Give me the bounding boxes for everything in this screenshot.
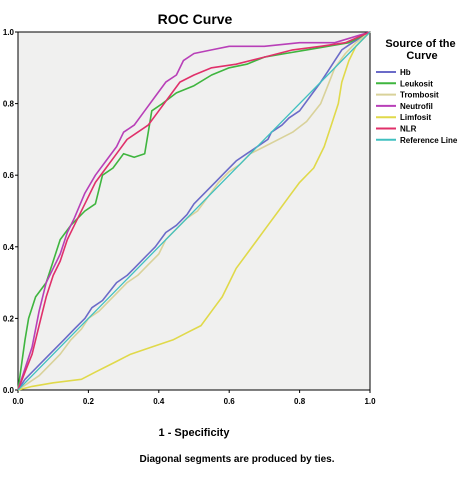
series-line-limfosit [17, 31, 371, 391]
x-tick-label: 0.2 [83, 397, 95, 406]
legend-title-line-1: Source of the [385, 38, 455, 50]
series-line-reference-line [17, 31, 371, 391]
y-tick-label: 0.8 [3, 100, 15, 109]
x-axis-label: 1 - Specificity [159, 427, 231, 439]
y-axis: 0.0 0.2 0.4 0.6 0.8 1.0 [3, 28, 18, 395]
legend-label-hb: Hb [400, 68, 411, 77]
x-tick-label: 0.0 [12, 397, 24, 406]
series-line-neutrofil [17, 31, 371, 391]
footnote: Diagonal segments are produced by ties. [139, 454, 334, 465]
x-axis: 0.0 0.2 0.4 0.6 0.8 1.0 [12, 390, 376, 406]
legend-label-limfosit: Limfosit [400, 113, 431, 122]
y-tick-label: 1.0 [3, 28, 15, 37]
x-tick-label: 0.8 [294, 397, 306, 406]
y-tick-label: 0.6 [3, 171, 15, 180]
legend: Source of the Curve Hb Leukosit Trombosit N… [376, 38, 458, 145]
legend-label-reference-line: Reference Line [400, 136, 458, 145]
legend-title: Source of the Curve [385, 38, 458, 62]
x-tick-label: 1.0 [364, 397, 376, 406]
legend-label-neutrofil: Neutrofil [400, 102, 433, 111]
x-tick-label: 0.4 [153, 397, 165, 406]
series-layer [17, 31, 371, 391]
series-line-hb [17, 31, 371, 391]
legend-title-line-2: Curve [406, 50, 437, 62]
y-tick-label: 0.2 [3, 314, 15, 323]
x-tick-label: 0.6 [224, 397, 236, 406]
legend-items: Hb Leukosit Trombosit Neutrofil Limfosit NLR R… [376, 68, 458, 145]
y-tick-label: 0.4 [3, 243, 15, 252]
y-tick-label: 0.0 [3, 386, 15, 395]
legend-label-trombosit: Trombosit [400, 91, 439, 100]
series-line-nlr [17, 31, 371, 391]
legend-label-nlr: NLR [400, 125, 417, 134]
chart-title: ROC Curve [158, 11, 233, 27]
legend-label-leukosit: Leukosit [400, 79, 433, 88]
